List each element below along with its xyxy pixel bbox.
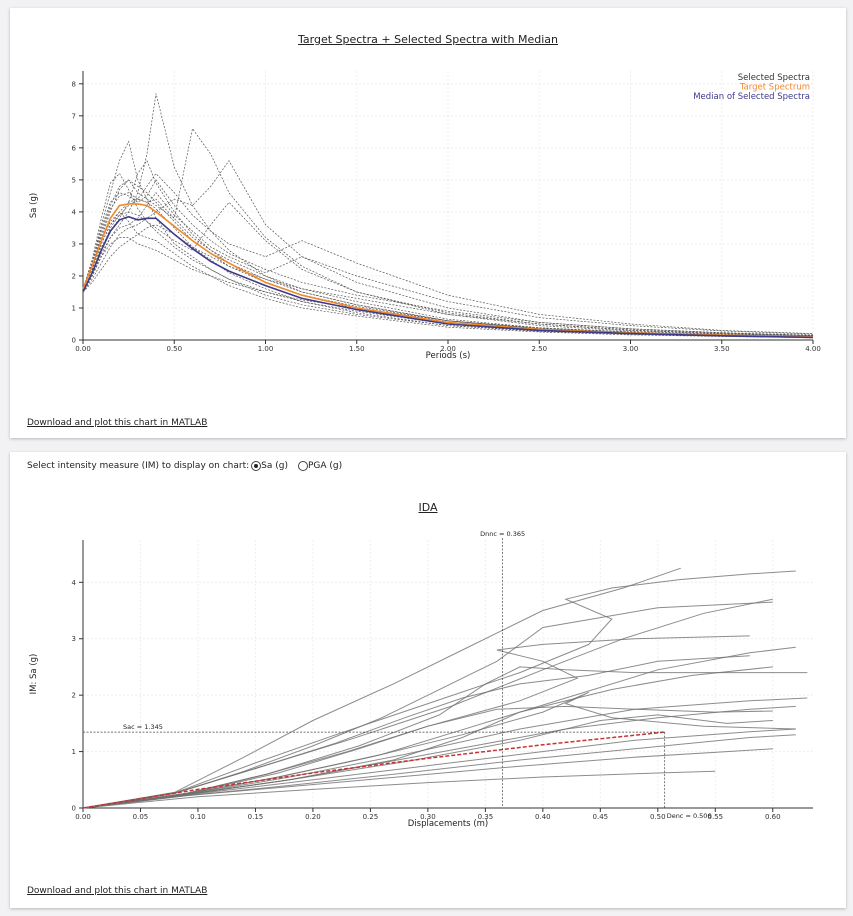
spectra-y-axis-label: Sa (g) [29, 193, 39, 218]
selected-spectrum-line [82, 179, 814, 336]
spectra-y-tick-label: 7 [72, 112, 76, 120]
ida-annotation-label: Sac = 1.345 [123, 723, 163, 731]
selected-spectrum-line [82, 201, 814, 337]
ida-x-tick-label: 0.60 [765, 813, 781, 821]
ida-chart: 0.00 0.05 0.10 0.15 0.20 0.25 0.30 0.35 0.40 0.45… [29, 530, 813, 829]
ida-y-tick-label: 3 [72, 635, 76, 643]
ida-curve-line [82, 705, 773, 809]
ida-y-tick-label: 2 [72, 692, 76, 700]
selected-spectrum-line [82, 211, 814, 339]
ida-x-tick-label: 0.10 [190, 813, 206, 821]
spectra-x-tick-label: 1.00 [258, 345, 274, 353]
ida-y-axis-label: IM: Sa (g) [29, 654, 39, 695]
spectra-x-tick-label: 0.00 [75, 345, 91, 353]
ida-x-tick-label: 0.20 [305, 813, 321, 821]
ida-annotation-label: Denc = 0.506 [667, 812, 712, 820]
ida-curve-line [82, 646, 796, 809]
legend-entry: Target Spectrum [739, 83, 810, 93]
ida-x-tick-label: 0.35 [478, 813, 494, 821]
ida-panel: Select intensity measure (IM) to display… [10, 452, 846, 908]
ida-x-tick-label: 0.30 [420, 813, 436, 821]
im-radio-sa[interactable]: Sa (g) [251, 461, 288, 471]
ida-x-tick-label: 0.55 [707, 813, 723, 821]
ida-curve-line [82, 728, 796, 809]
spectra-x-tick-label: 4.00 [805, 345, 821, 353]
ida-curve-line [82, 770, 716, 809]
radio-pga-dot[interactable] [297, 461, 308, 471]
ida-x-tick-label: 0.15 [248, 813, 264, 821]
radio-sa-dot[interactable] [251, 461, 262, 471]
selected-spectrum-line [82, 172, 814, 334]
ida-x-tick-label: 0.25 [363, 813, 379, 821]
spectra-y-tick-label: 8 [72, 80, 76, 88]
download-matlab-link-2[interactable]: Download and plot this chart in MATLAB [27, 886, 208, 896]
spectra-y-tick-label: 3 [72, 240, 76, 248]
selected-spectrum-line [82, 160, 814, 336]
ida-median-line [82, 731, 665, 809]
selected-spectrum-line [82, 237, 814, 337]
ida-curve-line [82, 570, 796, 809]
spectra-y-tick-label: 6 [72, 144, 77, 152]
ida-curve-line [82, 748, 773, 809]
target-spectrum-line [82, 203, 814, 338]
spectra-y-tick-label: 5 [72, 176, 76, 184]
ida-curve-line [82, 691, 796, 809]
im-radio-pga[interactable]: PGA (g) [297, 461, 343, 471]
spectra-x-axis-label: Periods (s) [426, 351, 471, 361]
ida-curve-line [82, 635, 750, 809]
ida-x-tick-label: 0.50 [650, 813, 666, 821]
legend-entry: Selected Spectra [738, 73, 810, 83]
ida-annotation-label: Dnnc = 0.365 [480, 530, 525, 538]
ida-y-tick-label: 4 [72, 579, 77, 587]
ida-x-axis-label: Displacements (m) [408, 819, 488, 829]
ida-y-tick-label: 1 [72, 748, 76, 756]
spectra-y-tick-label: 1 [72, 304, 76, 312]
spectra-y-tick-label: 2 [72, 272, 76, 280]
ida-curve-line [82, 666, 808, 809]
ida-x-tick-label: 0.00 [75, 813, 91, 821]
selected-spectrum-line [82, 192, 814, 337]
selected-spectrum-line [82, 93, 814, 338]
spectra-chart: 0.00 0.50 1.00 1.50 2.00 2.50 3.00 3.50 4.00 0 1 2 3… [29, 71, 821, 361]
ida-curve-line [82, 655, 750, 809]
ida-x-tick-label: 0.45 [593, 813, 609, 821]
spectra-x-tick-label: 3.50 [714, 345, 730, 353]
spectra-y-tick-label: 0 [72, 337, 76, 345]
ida-curve-line [82, 705, 796, 809]
im-selector: Select intensity measure (IM) to display… [27, 461, 350, 471]
legend-entry: Median of Selected Spectra [693, 92, 810, 102]
spectra-chart-title: Target Spectra + Selected Spectra with M… [298, 33, 558, 46]
spectra-x-tick-label: 2.00 [440, 345, 456, 353]
spectra-x-tick-label: 1.50 [349, 345, 365, 353]
selected-spectrum-line [82, 198, 814, 338]
radio-pga-label: PGA (g) [307, 461, 343, 471]
spectra-x-tick-label: 0.50 [166, 345, 182, 353]
download-matlab-link-1[interactable]: Download and plot this chart in MATLAB [27, 418, 208, 428]
ida-x-tick-label: 0.40 [535, 813, 551, 821]
median-spectrum-line [82, 215, 814, 339]
ida-curve-line [82, 567, 681, 809]
spectra-panel: Target Spectra + Selected Spectra with M… [10, 8, 846, 438]
ida-x-tick-label: 0.05 [133, 813, 149, 821]
spectra-x-tick-label: 2.50 [531, 345, 547, 353]
selected-spectrum-line [82, 192, 814, 335]
radio-sa-label: Sa (g) [261, 461, 288, 471]
im-prompt: Select intensity measure (IM) to display… [27, 461, 250, 471]
ida-chart-title: IDA [418, 501, 438, 514]
ida-y-tick-label: 0 [72, 805, 76, 813]
spectra-x-tick-label: 3.00 [623, 345, 639, 353]
spectra-y-tick-label: 4 [72, 208, 77, 216]
